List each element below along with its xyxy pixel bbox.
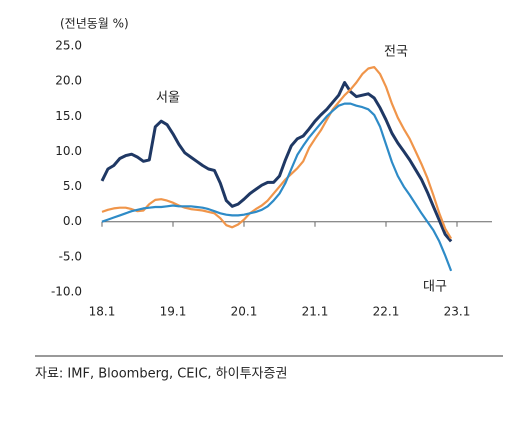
x-tick-label: 19.1 xyxy=(160,305,187,319)
x-tick-label: 23.1 xyxy=(444,305,471,319)
x-tick-label: 18.1 xyxy=(89,305,116,319)
series-line xyxy=(101,102,453,272)
y-tick-label: -10.0 xyxy=(51,285,82,299)
x-tick-label: 20.1 xyxy=(231,305,258,319)
source-note: 자료: IMF, Bloomberg, CEIC, 하이투자증권 xyxy=(35,367,287,382)
series-line xyxy=(100,81,453,243)
y-axis-label: (전년동월 %) xyxy=(60,17,129,31)
x-tick-label: 22.1 xyxy=(373,305,400,319)
y-tick-label: -5.0 xyxy=(59,249,82,263)
x-tick-label: 21.1 xyxy=(302,305,329,319)
y-tick-label: 25.0 xyxy=(55,39,82,53)
series-label: 서울 xyxy=(156,91,180,106)
series-line xyxy=(101,66,453,240)
y-tick-label: 10.0 xyxy=(55,144,82,158)
y-tick-label: 20.0 xyxy=(55,74,82,88)
y-tick-label: 5.0 xyxy=(63,179,82,193)
series-label: 전국 xyxy=(384,45,408,60)
series-label: 대구 xyxy=(423,280,447,295)
y-tick-label: 0.0 xyxy=(63,214,82,228)
y-tick-label: 15.0 xyxy=(55,109,82,123)
